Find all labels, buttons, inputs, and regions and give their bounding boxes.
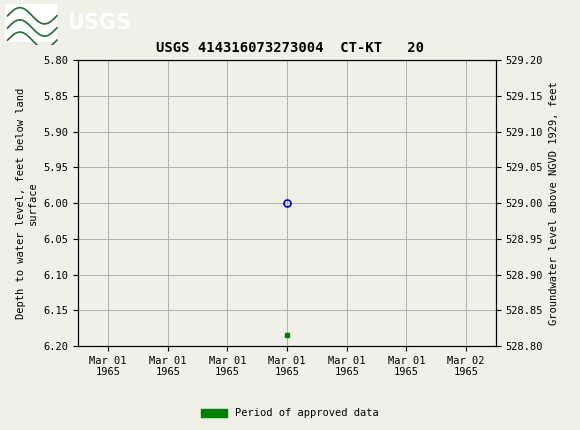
FancyBboxPatch shape bbox=[5, 3, 57, 42]
Y-axis label: Depth to water level, feet below land
surface: Depth to water level, feet below land su… bbox=[16, 88, 38, 319]
Text: USGS: USGS bbox=[67, 12, 130, 33]
Y-axis label: Groundwater level above NGVD 1929, feet: Groundwater level above NGVD 1929, feet bbox=[549, 81, 559, 325]
Legend: Period of approved data: Period of approved data bbox=[197, 404, 383, 423]
Text: USGS 414316073273004  CT-KT   20: USGS 414316073273004 CT-KT 20 bbox=[156, 41, 424, 55]
